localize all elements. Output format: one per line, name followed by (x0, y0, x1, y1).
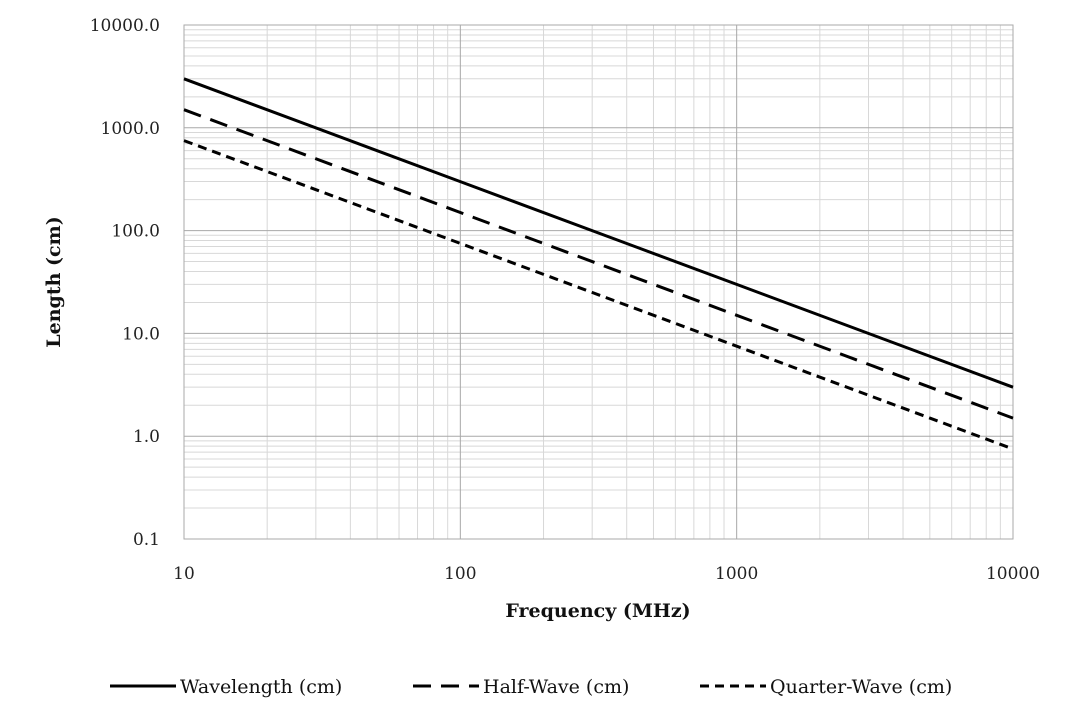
y-tick-labels: 0.1 1.0 10.0 100.0 1000.0 10000.0 (90, 16, 160, 550)
y-tick-label: 10.0 (122, 324, 160, 344)
y-tick-label: 1.0 (133, 427, 160, 447)
series-line-1 (183, 77, 1014, 389)
minor-gridlines (184, 25, 1013, 539)
y-axis-title: Length (cm) (43, 216, 65, 347)
legend-label-2: Half-Wave (cm) (483, 676, 629, 698)
x-tick-label: 10 (173, 564, 195, 584)
legend-label-1: Wavelength (cm) (180, 676, 342, 698)
x-tick-labels: 10 100 1000 10000 (173, 564, 1040, 584)
y-tick-label: 1000.0 (101, 119, 160, 139)
x-tick-label: 1000 (715, 564, 758, 584)
y-tick-label: 0.1 (133, 530, 160, 550)
x-tick-label: 10000 (986, 564, 1040, 584)
series-line-2 (183, 108, 1014, 420)
plot-frame (183, 24, 1014, 540)
series-line-3 (183, 139, 1014, 451)
y-tick-label: 10000.0 (90, 16, 160, 36)
legend-label-3: Quarter-Wave (cm) (770, 676, 952, 698)
x-axis-title: Frequency (MHz) (505, 600, 690, 622)
series-lines (183, 77, 1014, 451)
legend: Wavelength (cm) Half-Wave (cm) Quarter-Wav… (110, 676, 952, 698)
x-tick-label: 100 (444, 564, 476, 584)
y-tick-label: 100.0 (111, 222, 160, 242)
